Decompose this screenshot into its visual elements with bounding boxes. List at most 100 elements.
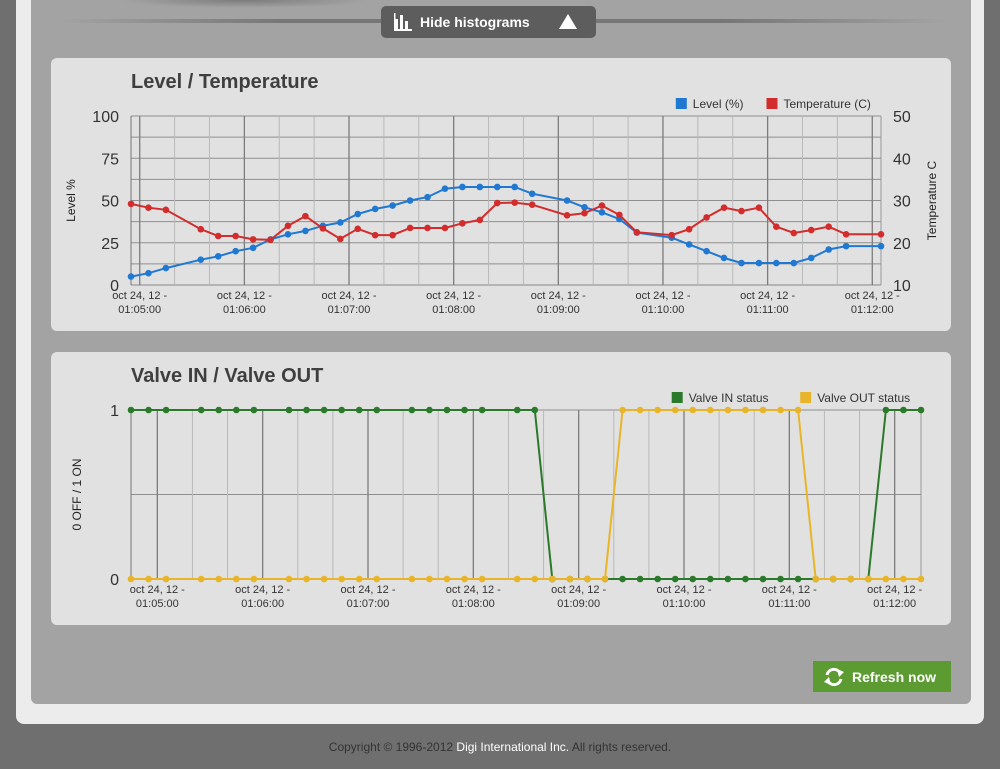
data-point [162,206,170,214]
data-point [777,575,784,583]
data-point [162,575,170,583]
data-point [145,406,152,414]
data-point [302,212,309,220]
x-tick-label: oct 24, 12 - [635,290,690,302]
data-point [214,252,222,260]
legend-label: Level (%) [693,97,744,111]
chart-title: Valve IN / Valve OUT [131,365,324,387]
x-tick-label: oct 24, 12 - [740,290,795,302]
data-point [601,575,609,583]
series-line [131,409,921,580]
data-point [654,575,661,583]
data-point [511,199,519,206]
refresh-now-button[interactable]: Refresh now [813,661,951,692]
data-point [215,406,223,414]
level-temperature-chart: 0 25 50 75 100 10 20 30 40 50 oct 24, 12 - 01:05:00… [64,97,939,316]
data-point [197,256,205,263]
data-point [476,216,484,224]
data-point [373,575,381,583]
data-point [685,225,693,233]
data-point [408,406,416,414]
data-point [302,227,309,235]
data-point [320,575,328,583]
y-tick-label: 75 [101,151,119,168]
x-tick-label: 01:12:00 [851,304,894,316]
x-tick-label: oct 24, 12 - [130,584,185,596]
bar-chart-icon [394,13,412,31]
data-point [720,254,728,262]
data-point [493,199,501,207]
data-point [738,259,745,267]
data-point [755,259,763,267]
data-point [877,231,885,238]
data-point [619,406,626,414]
data-point [865,575,872,583]
legend-swatch [671,392,683,403]
legend-swatch [766,98,778,109]
data-point [847,575,855,583]
refresh-now-label: Refresh now [852,669,937,685]
data-point [355,406,363,414]
legend-label: Temperature (C) [784,97,871,111]
data-point [742,575,749,583]
data-point [528,201,536,209]
data-point [476,183,484,191]
valve-panel: Valve IN / Valve OUT 0 1 oct 24, 12 - 01:05… [51,352,951,625]
data-point [598,209,606,216]
x-tick-label: 01:09:00 [537,304,580,316]
data-point [917,406,925,414]
data-point [232,247,239,255]
data-point [441,224,449,232]
data-point [616,211,623,219]
data-point [371,231,379,239]
data-point [636,406,644,414]
data-point [459,220,466,227]
data-point [829,575,837,583]
y-tick-label: 0 [110,278,119,295]
data-point [825,223,832,230]
x-tick-label: 01:09:00 [557,598,600,610]
data-point [703,247,710,255]
y-axis-label: Level % [64,179,78,222]
data-point [619,575,626,583]
company-link[interactable]: Digi International Inc. [456,740,570,754]
hide-histograms-button[interactable]: Hide histograms [381,6,596,38]
data-point [478,406,486,414]
series-line [130,186,881,278]
data-point [720,204,728,211]
data-point [320,406,328,414]
data-point [549,575,556,583]
x-tick-label: oct 24, 12 - [656,584,711,596]
data-point [373,406,381,414]
triangle-up-icon[interactable] [558,13,578,31]
data-point [233,575,240,583]
y2-axis-label: Temperature C [925,160,939,240]
x-tick-label: 01:05:00 [136,598,179,610]
data-point [790,229,798,237]
data-point [250,575,258,583]
data-point [707,575,714,583]
valve-chart: 0 1 oct 24, 12 - 01:05:00 oct 24, 12 - 01:06:… [70,391,925,610]
y2-tick-label: 50 [893,109,911,126]
x-tick-label: oct 24, 12 - [446,584,501,596]
data-point [794,575,802,583]
data-point [267,236,274,244]
data-point [842,242,850,250]
data-point [197,406,205,414]
level-temperature-panel: Level / Temperature 0 25 50 75 100 10 20 30 40 50… [51,58,951,331]
x-tick-label: 01:06:00 [241,598,284,610]
data-point [424,224,431,232]
data-point [633,228,641,236]
data-point [285,575,293,583]
data-point [284,222,292,230]
data-point [406,224,414,232]
data-point [127,273,135,280]
x-tick-label: oct 24, 12 - [217,290,272,302]
data-point [250,406,258,414]
data-point [337,235,344,243]
data-point [724,575,732,583]
data-point [790,259,798,267]
hide-histograms-label: Hide histograms [420,14,530,30]
data-point [303,575,310,583]
data-point [689,406,697,414]
